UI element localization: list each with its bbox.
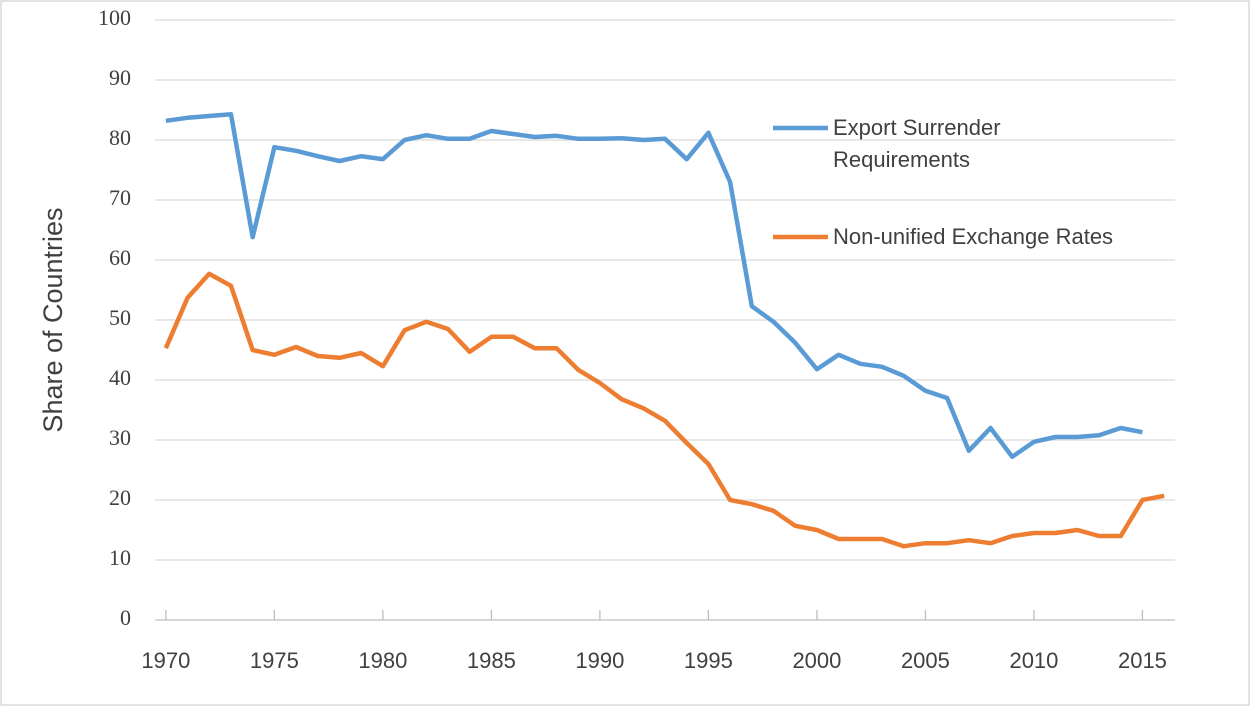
- x-tick-label: 1980: [358, 648, 407, 673]
- x-tick-label: 2005: [901, 648, 950, 673]
- y-tick-label: 100: [98, 5, 131, 30]
- legend-label: Export Surrender Requirements: [833, 115, 1001, 172]
- x-tick-label: 1970: [141, 648, 190, 673]
- x-tick-label: 1995: [684, 648, 733, 673]
- x-tick-label: 1985: [467, 648, 516, 673]
- series-line: [163, 271, 1165, 549]
- y-tick-label: 60: [109, 245, 131, 270]
- y-tick-label: 10: [109, 545, 131, 570]
- x-tick-label: 2010: [1009, 648, 1058, 673]
- y-tick-label: 20: [109, 485, 131, 510]
- x-tick-label: 1990: [575, 648, 624, 673]
- legend-label: Non-unified Exchange Rates: [833, 224, 1114, 249]
- y-tick-label: 40: [109, 365, 131, 390]
- y-tick-label: 0: [120, 605, 131, 630]
- y-tick-label: 90: [109, 65, 131, 90]
- y-tick-label: 70: [109, 185, 131, 210]
- y-tick-label: 30: [109, 425, 131, 450]
- y-tick-label: 50: [109, 305, 131, 330]
- x-tick-label: 1975: [250, 648, 299, 673]
- x-tick-label: 2015: [1118, 648, 1167, 673]
- series-line: [165, 111, 1143, 460]
- y-axis-label: Share of Countries: [38, 207, 68, 432]
- y-tick-label: 80: [109, 125, 131, 150]
- x-tick-label: 2000: [792, 648, 841, 673]
